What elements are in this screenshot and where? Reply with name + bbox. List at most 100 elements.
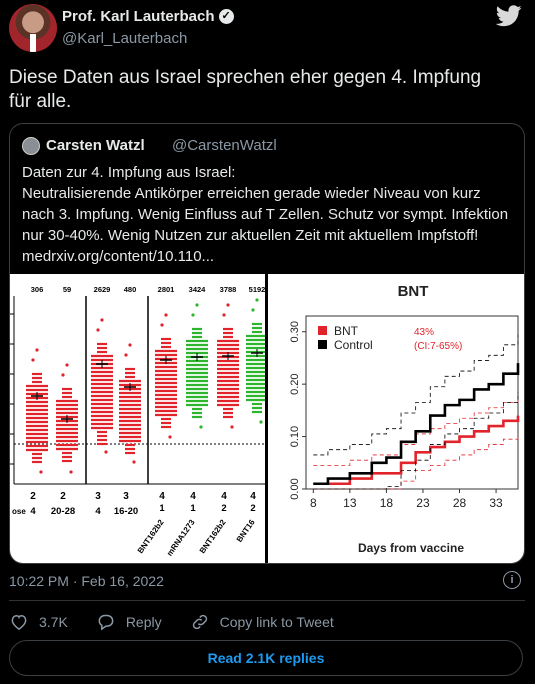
data-point <box>191 313 195 317</box>
data-point <box>251 308 255 312</box>
author-name[interactable]: Prof. Karl Lauterbach <box>62 8 215 25</box>
vaccine-label: BNT162b2 <box>198 518 228 556</box>
chart-title: BNT <box>398 283 429 300</box>
count-label: 59 <box>63 285 71 294</box>
quoted-text-line: Neutralisierende Antikörper erreichen ge… <box>22 185 481 202</box>
data-point <box>31 358 35 362</box>
like-count: 3.7K <box>39 614 68 630</box>
quoted-text-line: nur 30-40%. Wenig Nutzen zur aktuellen Z… <box>22 227 479 244</box>
group-top-label: 4 <box>159 491 165 502</box>
quoted-text: Daten zur 4. Impfung aus Israel: Neutral… <box>22 162 517 267</box>
quoted-avatar <box>22 137 40 155</box>
data-point <box>124 353 128 357</box>
x-tick-label: 13 <box>343 496 357 510</box>
image-divider <box>265 274 268 563</box>
group-bottom-label: 1 <box>190 503 196 514</box>
count-label: 480 <box>124 285 137 294</box>
count-label: 3788 <box>220 285 237 294</box>
data-point <box>255 298 259 302</box>
group-bottom-label: 4 <box>30 506 36 517</box>
x-tick-label: 33 <box>489 496 503 510</box>
heart-icon <box>11 614 27 630</box>
tweet-text-line: Diese Daten aus Israel sprechen eher geg… <box>9 67 482 88</box>
data-point <box>39 470 43 474</box>
reply-label: Reply <box>125 614 162 630</box>
twitter-logo-icon[interactable] <box>496 5 522 27</box>
quoted-text-line: nach 3. Impfung. Wenig Einfluss auf T Ze… <box>22 206 509 223</box>
verified-icon: ✓ <box>218 9 234 24</box>
data-point <box>164 313 168 317</box>
data-point <box>128 343 132 347</box>
data-point <box>35 348 39 352</box>
data-point <box>168 435 172 439</box>
count-label: 306 <box>31 285 44 294</box>
group-top-label: 2 <box>30 491 36 502</box>
vaccine-label: BNT16 <box>235 518 257 544</box>
read-replies-button[interactable]: Read 2.1K replies <box>9 640 523 676</box>
group-top-label: 3 <box>95 491 101 502</box>
bnt-cumulative-chart: BNT 0.00 0.10 0.20 0.30 8 13 18 23 28 33 Days from … <box>289 283 520 555</box>
x-tick-label: 23 <box>416 496 430 510</box>
reply-icon <box>98 614 114 631</box>
reply-button[interactable]: Reply <box>96 612 162 632</box>
legend-swatch-control <box>318 340 327 349</box>
antibody-chart-image[interactable]: 306 2 4 59 2 20-28 2629 3 4 480 3 16-20 2801 4 1 3424 4 1… <box>10 274 268 563</box>
group-top-label: 2 <box>60 491 66 502</box>
x-tick-label: 28 <box>453 496 467 510</box>
group-top-label: 3 <box>123 491 129 502</box>
tweet-text: Diese Daten aus Israel sprechen eher geg… <box>9 66 524 114</box>
data-point <box>104 450 108 454</box>
tweet-timestamp[interactable]: 10:22 PM · Feb 16, 2022 <box>9 573 164 589</box>
quoted-author-handle: @CarstenWatzl <box>172 137 277 154</box>
data-point <box>230 425 234 429</box>
quoted-author-name: Carsten Watzl <box>46 137 145 154</box>
author-handle[interactable]: @Karl_Lauterbach <box>62 30 188 47</box>
vaccine-label: BNT162b2 <box>136 518 166 556</box>
ci-lower-control <box>313 392 519 490</box>
bnt-curve-image[interactable]: BNT 0.00 0.10 0.20 0.30 8 13 18 23 28 33 Days from … <box>268 274 524 563</box>
legend-swatch-bnt <box>318 326 327 335</box>
like-button[interactable]: 3.7K <box>9 612 68 632</box>
cutoff-label: ose <box>12 507 26 516</box>
group-top-label: 4 <box>250 491 256 502</box>
group-bottom-label: 20-28 <box>51 506 75 517</box>
quoted-text-line: Daten zur 4. Impfung aus Israel: <box>22 164 236 181</box>
count-label: 2801 <box>158 285 175 294</box>
group-top-label: 4 <box>190 491 196 502</box>
quoted-tweet[interactable]: Carsten Watzl @CarstenWatzl Daten zur 4.… <box>9 123 525 564</box>
group-top-label: 4 <box>221 491 227 502</box>
data-point <box>132 460 136 464</box>
data-point <box>69 470 73 474</box>
data-point <box>65 363 69 367</box>
data-point <box>160 323 164 327</box>
count-label: 5192 <box>249 285 265 294</box>
legend-label: BNT <box>334 324 359 338</box>
data-point <box>226 303 230 307</box>
legend-label: Control <box>334 338 373 352</box>
group-bottom-label: 4 <box>95 506 101 517</box>
data-point <box>195 303 199 307</box>
copy-link-button[interactable]: Copy link to Tweet <box>190 612 334 632</box>
x-tick-label: 8 <box>310 496 317 510</box>
link-icon <box>192 614 207 630</box>
series-line-control <box>313 363 520 486</box>
group-bottom-label: 2 <box>221 503 226 514</box>
info-icon[interactable]: i <box>503 571 521 589</box>
data-point <box>259 420 263 424</box>
copy-link-label: Copy link to Tweet <box>219 614 334 630</box>
group-bottom-label: 1 <box>159 503 165 514</box>
vaccine-label: mRNA1273 <box>165 518 197 558</box>
author-name-row[interactable]: Prof. Karl Lauterbach ✓ <box>62 8 234 25</box>
y-tick-label: 0.10 <box>289 426 301 447</box>
author-avatar[interactable] <box>9 4 57 52</box>
y-tick-label: 0.20 <box>289 373 301 394</box>
tweet-text-line: für alle. <box>9 91 72 112</box>
annotation-text: 43% <box>414 327 434 338</box>
group-bottom-label: 2 <box>250 503 255 514</box>
group-bottom-label: 16-20 <box>114 506 138 517</box>
x-axis-label: Days from vaccine <box>358 541 464 555</box>
count-label: 3424 <box>189 285 207 294</box>
data-point <box>222 313 226 317</box>
x-tick-label: 18 <box>380 496 394 510</box>
annotation-text: (CI:7-65%) <box>414 341 462 352</box>
